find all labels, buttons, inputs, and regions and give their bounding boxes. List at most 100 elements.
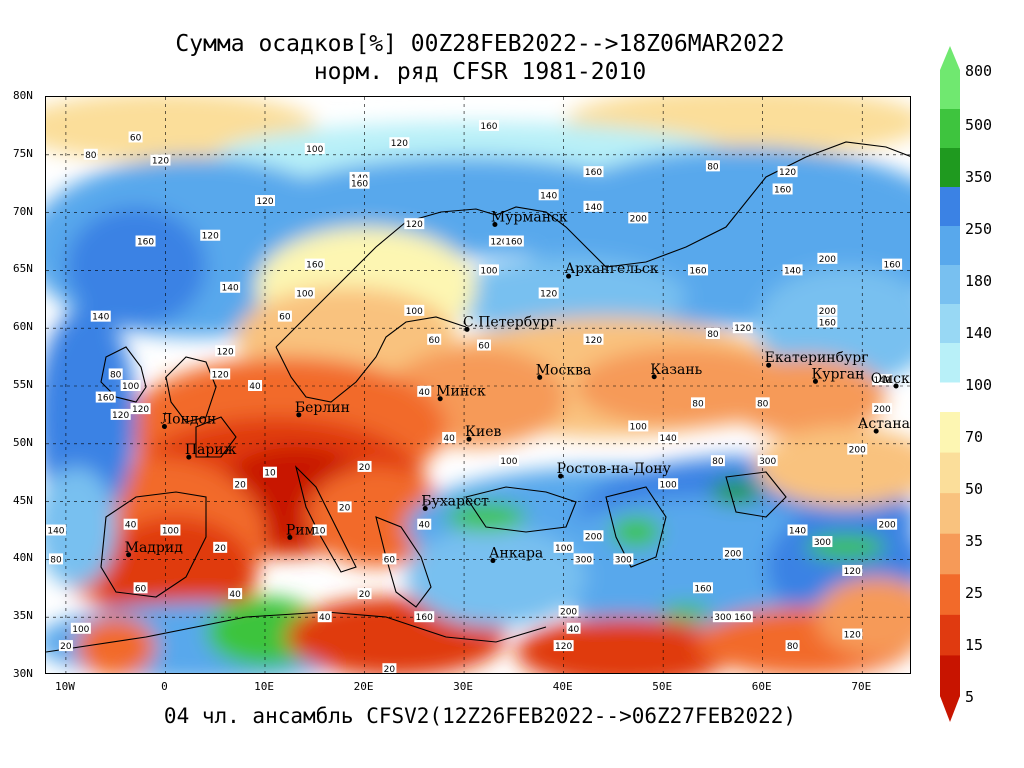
contour-value-label: 200 [879, 521, 896, 531]
contour-value-label: 160 [480, 122, 497, 132]
city-dot [651, 374, 657, 380]
contour-value-label: 200 [849, 446, 866, 456]
city-label: Мурманск [491, 210, 568, 226]
city-label: Ростов-на-Дону [557, 461, 672, 477]
colorbar-label: 350 [965, 168, 993, 186]
city-label: Минск [436, 384, 486, 400]
contour-value-label: 80 [707, 162, 719, 172]
contour-value-label: 160 [97, 394, 114, 404]
contour-value-label: 40 [568, 625, 580, 635]
contour-value-label: 200 [724, 550, 741, 560]
city-label: Москва [536, 362, 592, 378]
contour-value-label: 120 [152, 157, 169, 167]
colorbar-label: 140 [965, 324, 993, 342]
contour-value-label: 100 [306, 145, 323, 155]
contour-value-label: 160 [774, 185, 791, 195]
contour-value-label: 80 [707, 330, 719, 340]
longitude-label: 40E [552, 680, 573, 693]
city-dot [161, 423, 167, 429]
city-label: Анкара [489, 546, 543, 562]
map-title: Сумма осадков[%] 00Z28FEB2022-->18Z06MAR… [175, 31, 785, 57]
city-dot [126, 552, 132, 558]
colorbar-label: 25 [965, 584, 984, 602]
contour-value-label: 160 [819, 318, 836, 328]
precipitation-map[interactable]: 6080120100120160140160120160120140160100… [45, 96, 911, 674]
map-subtitle: норм. ряд CFSR 1981-2010 [313, 59, 647, 85]
colorbar-segment [940, 265, 960, 305]
contour-value-label: 60 [130, 133, 142, 143]
contour-value-label: 80 [757, 399, 769, 409]
contour-value-label: 140 [585, 203, 602, 213]
contour-value-label: 300 [615, 555, 632, 565]
colorbar-segment [940, 452, 960, 494]
contour-value-label: 100 [122, 382, 139, 392]
latitude-label: 45N [13, 493, 33, 507]
contour-value-label: 120 [490, 238, 507, 248]
city-dot [287, 534, 293, 540]
contour-value-label: 120 [540, 290, 557, 300]
colorbar-label: 800 [965, 62, 993, 80]
longitude-label: 50E [652, 680, 673, 693]
contour-value-label: 60 [135, 584, 147, 594]
contour-value-label: 140 [222, 284, 239, 294]
latitude-label: 60N [13, 320, 33, 334]
contour-value-label: 160 [306, 261, 323, 271]
city-dot [296, 412, 302, 418]
longitude-label: 70E [851, 680, 872, 693]
contour-value-label: 10 [314, 527, 326, 537]
colorbar-segment [940, 70, 960, 110]
longitude-label: 0 [161, 680, 168, 693]
city-label: Мадрид [125, 540, 184, 556]
city-label: Киев [465, 424, 501, 440]
city-label: Берлин [295, 400, 350, 416]
latitude-label: 30N [13, 667, 33, 680]
contour-value-label: 100 [555, 544, 572, 554]
city-dot [422, 506, 428, 512]
contour-value-label: 100 [660, 480, 677, 490]
colorbar-label: 5 [965, 688, 975, 706]
city-label: Архангельск [565, 261, 659, 277]
city-label: Лондон [160, 411, 216, 427]
colorbar [940, 46, 960, 722]
contour-value-label: 120 [844, 567, 861, 577]
colorbar-segment [940, 614, 960, 656]
contour-value-label: 160 [734, 613, 751, 623]
contour-value-label: 40 [419, 521, 431, 531]
contour-value-label: 80 [85, 151, 97, 161]
contour-value-label: 20 [214, 544, 226, 554]
contour-value-label: 20 [359, 590, 371, 600]
contour-value-label: 120 [202, 232, 219, 242]
contour-value-label: 20 [339, 503, 351, 513]
contour-value-label: 300 [575, 555, 592, 565]
contour-value-label: 40 [419, 388, 431, 398]
contour-value-label: 120 [779, 168, 796, 178]
contour-value-label: 160 [585, 168, 602, 178]
longitude-label: 20E [353, 680, 374, 693]
contour-value-label: 140 [540, 191, 557, 201]
colorbar-segment [940, 187, 960, 227]
contour-value-label: 140 [789, 527, 806, 537]
contour-value-label: 10 [264, 469, 276, 479]
contour-value-label: 60 [384, 555, 396, 565]
latitude-label: 55N [13, 378, 33, 391]
contour-value-label: 120 [391, 139, 408, 149]
contour-value-label: 160 [351, 180, 368, 190]
contour-value-label: 200 [585, 532, 602, 542]
city-dot [437, 396, 443, 402]
contour-value-label: 120 [212, 370, 229, 380]
contour-value-label: 40 [319, 613, 331, 623]
city-label: Астана [858, 416, 910, 432]
latitude-label: 70N [13, 204, 33, 218]
colorbar-label: 180 [965, 272, 993, 290]
contour-value-label: 140 [784, 266, 801, 276]
longitude-label: 60E [751, 680, 772, 693]
colorbar-label: 500 [965, 116, 993, 134]
contour-value-label: 300 [759, 457, 776, 467]
latitude-label: 80N [13, 89, 33, 102]
contour-value-label: 200 [874, 405, 891, 415]
contour-value-label: 80 [692, 399, 704, 409]
colorbar-label: 15 [965, 636, 984, 654]
colorbar-top-arrow [940, 46, 960, 70]
city-dot [537, 374, 543, 380]
contour-value-label: 160 [505, 238, 522, 248]
